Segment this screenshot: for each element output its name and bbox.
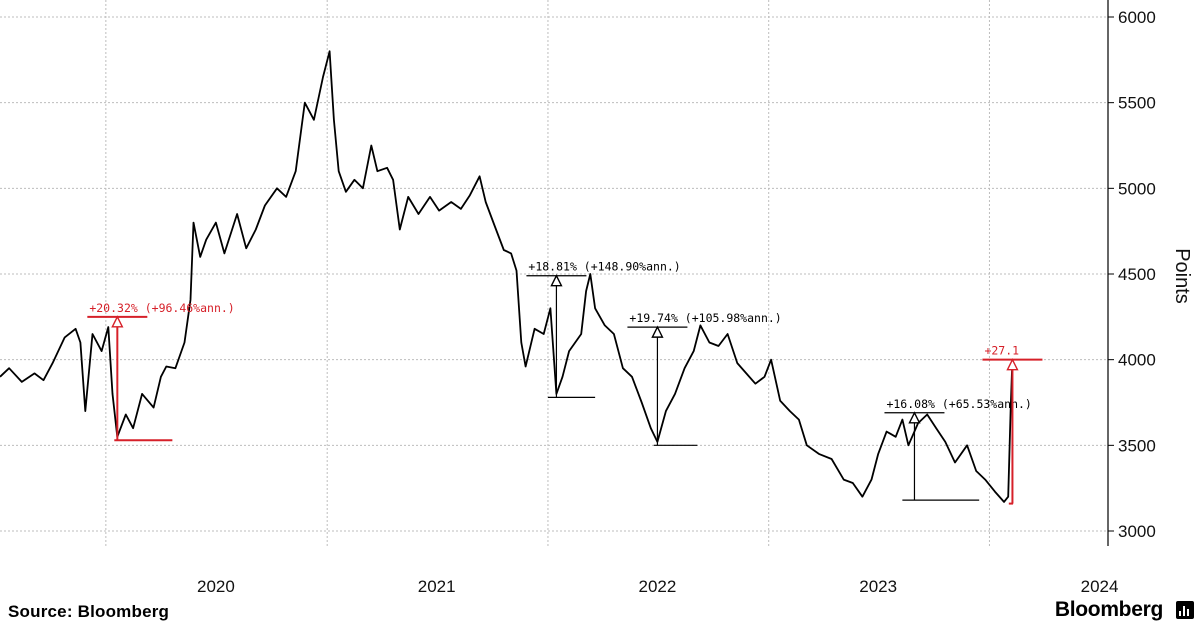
annotation-layer: +20.32% (+96.46%ann.) +18.81% (+148.90%an… [87,260,1043,505]
annotation-label: +27.1 [984,344,1019,358]
y-tick-label: 6000 [1118,8,1156,27]
y-tick-label: 5000 [1118,179,1156,198]
x-tick-label: 2023 [859,577,897,596]
y-tick-label: 4000 [1118,351,1156,370]
x-tick-label: 2020 [197,577,235,596]
y-tick-label: 3000 [1118,522,1156,541]
brand-logo-text: Bloomberg [1054,598,1163,621]
series-layer [0,50,1014,503]
annotation-label: +18.81% (+148.90%ann.) [528,260,680,274]
bloomberg-bars-icon [1176,601,1194,619]
annotation-arrowhead [111,315,124,328]
x-tick-label: 2022 [639,577,677,596]
y-tick-label: 4500 [1118,265,1156,284]
y-tick-label: 5500 [1118,94,1156,113]
annotation-label: +19.74% (+105.98%ann.) [629,311,781,325]
x-tick-label: 2024 [1081,577,1119,596]
y-tick-label: 3500 [1118,436,1156,455]
annotation-arrowhead [908,411,921,424]
annotation-arrowhead [651,325,664,338]
y-axis-title: Points [1171,248,1193,304]
series-line [0,50,1014,503]
source-label: Source: Bloomberg [8,602,170,621]
x-axis: 2020 2021 2022 2023 2024 [197,577,1118,596]
x-tick-label: 2021 [418,577,456,596]
y-axis: 3000 3500 4000 4500 5000 5500 6000 [1107,0,1156,546]
annotation-arrowhead [1006,358,1019,371]
annotation-label: +20.32% (+96.46%ann.) [89,301,234,315]
annotation-arrowhead [550,274,563,287]
grid-layer [0,0,1108,546]
annotation-label: +16.08% (+65.53%ann.) [886,397,1031,411]
